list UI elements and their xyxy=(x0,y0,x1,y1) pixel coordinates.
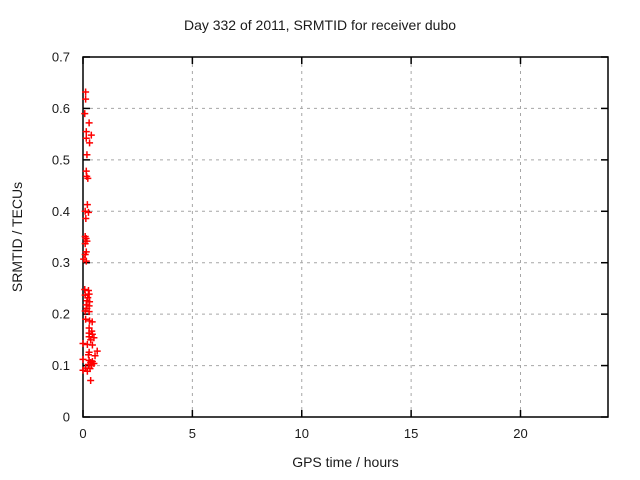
x-tick-label: 5 xyxy=(189,426,196,441)
x-tick-label: 20 xyxy=(513,426,527,441)
data-point-plus xyxy=(81,110,89,118)
x-axis-label: GPS time / hours xyxy=(292,454,399,470)
data-point-plus xyxy=(88,341,96,349)
tick-marks xyxy=(82,56,608,418)
data-point-plus xyxy=(91,352,99,360)
x-tick-labels: 0 5 10 15 20 xyxy=(79,426,527,441)
data-point-plus xyxy=(93,347,101,355)
data-point-plus xyxy=(84,294,92,302)
data-point-plus xyxy=(81,240,89,248)
data-point-plus xyxy=(85,333,93,341)
gridlines xyxy=(83,57,608,417)
x-tick-label: 10 xyxy=(295,426,309,441)
y-tick-label: 0.3 xyxy=(52,255,70,270)
y-tick-label: 0.5 xyxy=(52,152,70,167)
data-point-plus xyxy=(82,128,90,136)
data-points xyxy=(79,88,101,384)
data-point-plus xyxy=(85,119,93,127)
y-tick-label: 0.4 xyxy=(52,204,70,219)
data-point-plus xyxy=(83,151,91,159)
data-point-plus xyxy=(84,208,92,216)
y-tick-label: 0 xyxy=(63,410,70,425)
data-point-plus xyxy=(82,134,90,142)
y-tick-label: 0.2 xyxy=(52,307,70,322)
data-point-plus xyxy=(82,315,90,323)
data-point-plus xyxy=(83,201,91,209)
data-point-plus xyxy=(87,376,95,384)
data-point-plus xyxy=(79,339,87,347)
data-point-plus xyxy=(81,207,89,215)
data-point-plus xyxy=(88,318,96,326)
data-point-plus xyxy=(88,361,96,369)
data-point-plus xyxy=(87,131,95,139)
data-point-plus xyxy=(82,214,90,222)
data-point-plus xyxy=(81,250,89,258)
data-point-plus xyxy=(82,257,90,265)
data-point-plus xyxy=(82,95,90,103)
plot-border xyxy=(82,56,609,418)
data-point-plus xyxy=(83,367,91,375)
data-point-plus xyxy=(82,88,90,96)
data-point-plus xyxy=(79,355,87,363)
data-point-plus xyxy=(87,336,95,344)
y-tick-labels: 0 0.1 0.2 0.3 0.4 0.5 0.6 0.7 xyxy=(52,50,70,425)
data-point-plus xyxy=(84,174,92,182)
data-point-plus xyxy=(86,139,94,147)
data-point-plus xyxy=(85,308,93,316)
y-tick-label: 0.6 xyxy=(52,101,70,116)
y-tick-label: 0.7 xyxy=(52,50,70,65)
data-point-plus xyxy=(79,366,87,374)
x-tick-label: 0 xyxy=(79,426,86,441)
y-tick-label: 0.1 xyxy=(52,358,70,373)
x-tick-label: 15 xyxy=(404,426,418,441)
data-point-plus xyxy=(85,290,93,298)
chart-title: Day 332 of 2011, SRMTID for receiver dub… xyxy=(183,17,457,33)
